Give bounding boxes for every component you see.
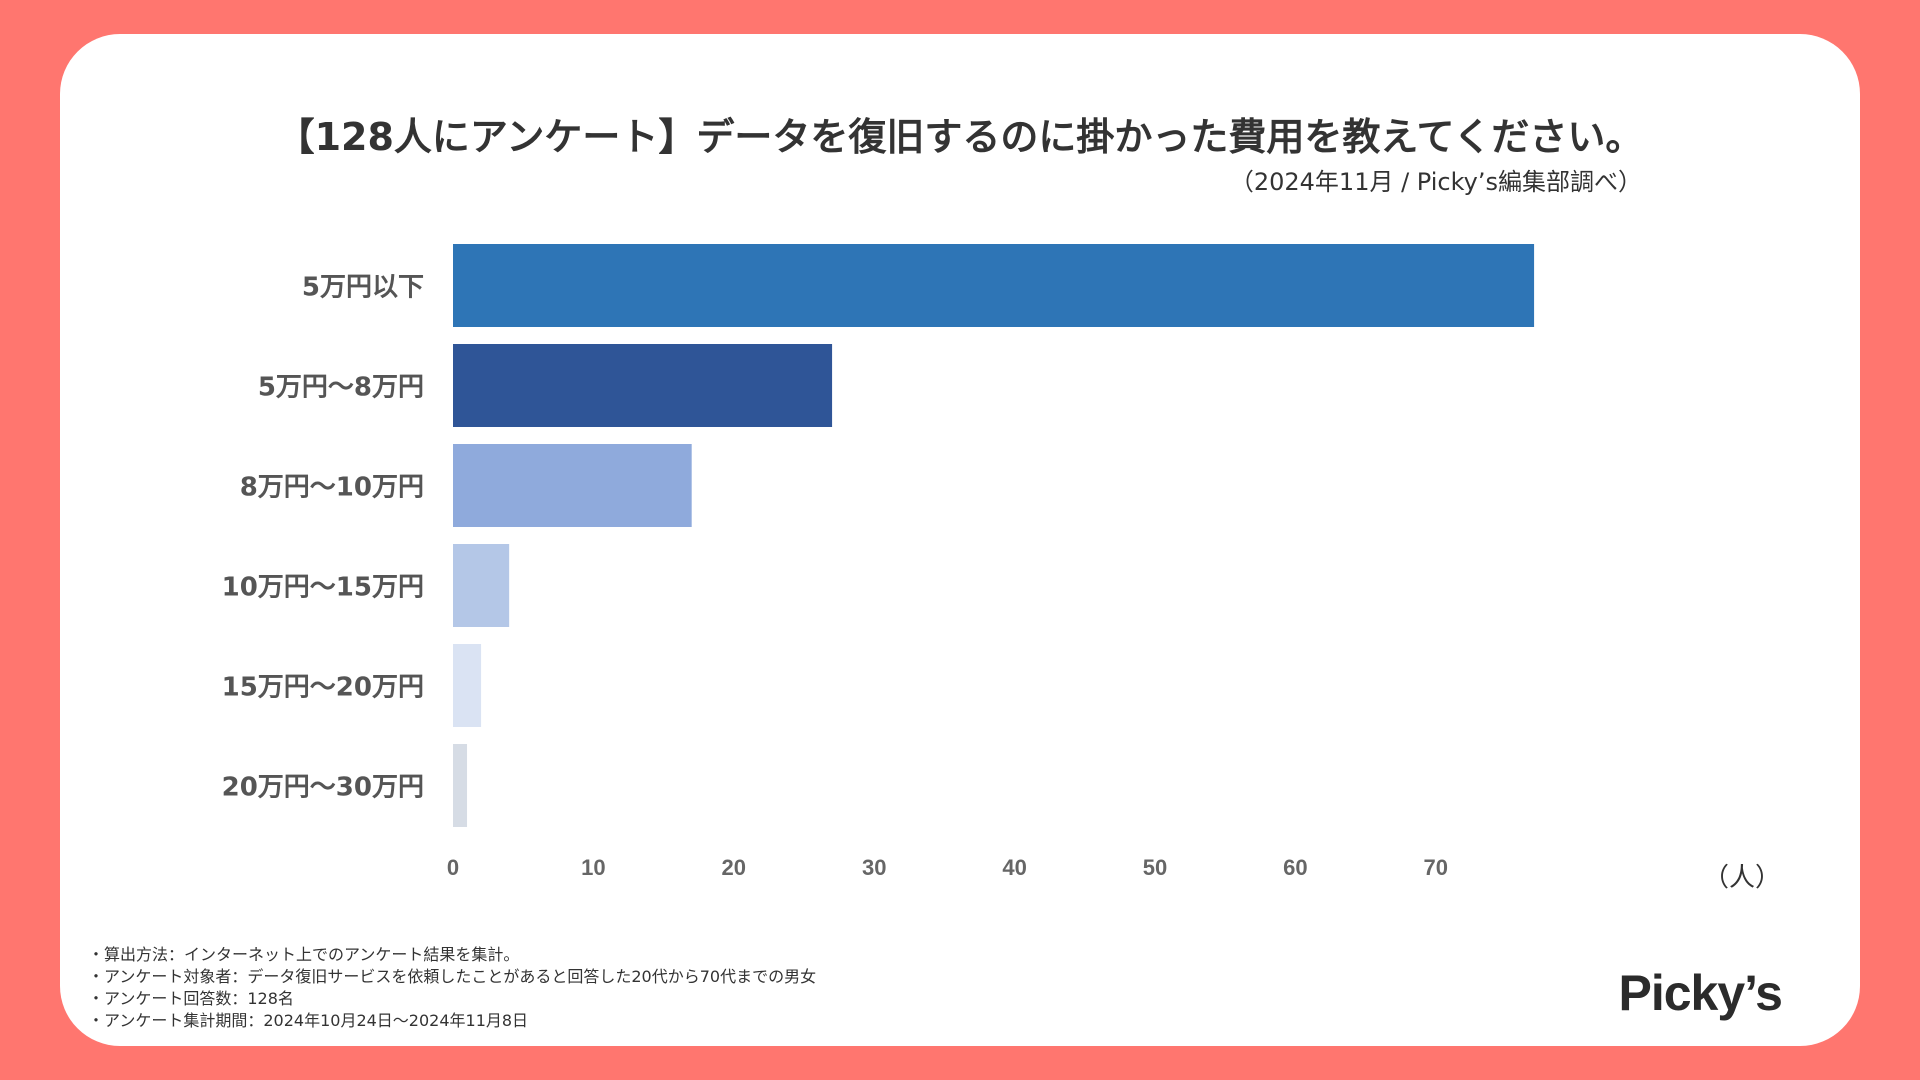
x-tick-label-4: 40	[1002, 855, 1026, 880]
note-period: ・アンケート集計期間：2024年10月24日〜2024年11月8日	[88, 1011, 529, 1030]
x-tick-label-0: 0	[447, 855, 459, 880]
chart-card: 【128人にアンケート】データを復旧するのに掛かった費用を教えてください。 （2…	[60, 34, 1860, 1046]
category-label-2: 8万円〜10万円	[240, 473, 424, 503]
note-count: ・アンケート回答数：128名	[88, 989, 294, 1008]
category-label-1: 5万円〜8万円	[258, 373, 424, 403]
category-label-0: 5万円以下	[302, 273, 424, 303]
bar-1	[453, 344, 833, 427]
notes-block: ・算出方法：インターネット上でのアンケート結果を集計。 ・アンケート対象者：デー…	[88, 944, 816, 1032]
note-target: ・アンケート対象者：データ復旧サービスを依頼したことがあると回答した20代から7…	[88, 967, 817, 986]
x-tick-label-3: 30	[862, 855, 886, 880]
category-label-3: 10万円〜15万円	[222, 573, 424, 603]
bar-5	[453, 744, 468, 827]
x-tick-label-1: 10	[581, 855, 605, 880]
bar-2	[453, 444, 692, 527]
x-tick-label-5: 50	[1143, 855, 1167, 880]
picky-s-logo: Picky’s	[1618, 965, 1783, 1021]
bar-3	[453, 544, 510, 627]
x-tick-label-7: 70	[1424, 855, 1448, 880]
x-tick-label-2: 20	[722, 855, 746, 880]
chart-title: 【128人にアンケート】データを復旧するのに掛かった費用を教えてください。	[276, 115, 1644, 159]
note-method: ・算出方法：インターネット上でのアンケート結果を集計。	[88, 945, 520, 964]
bar-0	[453, 244, 1535, 327]
source-note: （2024年11月 / Picky’s編集部調べ）	[1229, 168, 1642, 196]
category-label-5: 20万円〜30万円	[222, 773, 424, 803]
x-tick-label-6: 60	[1283, 855, 1307, 880]
x-axis-unit-label: （人）	[1703, 863, 1781, 893]
category-label-4: 15万円〜20万円	[222, 673, 424, 703]
bar-4	[453, 644, 482, 727]
